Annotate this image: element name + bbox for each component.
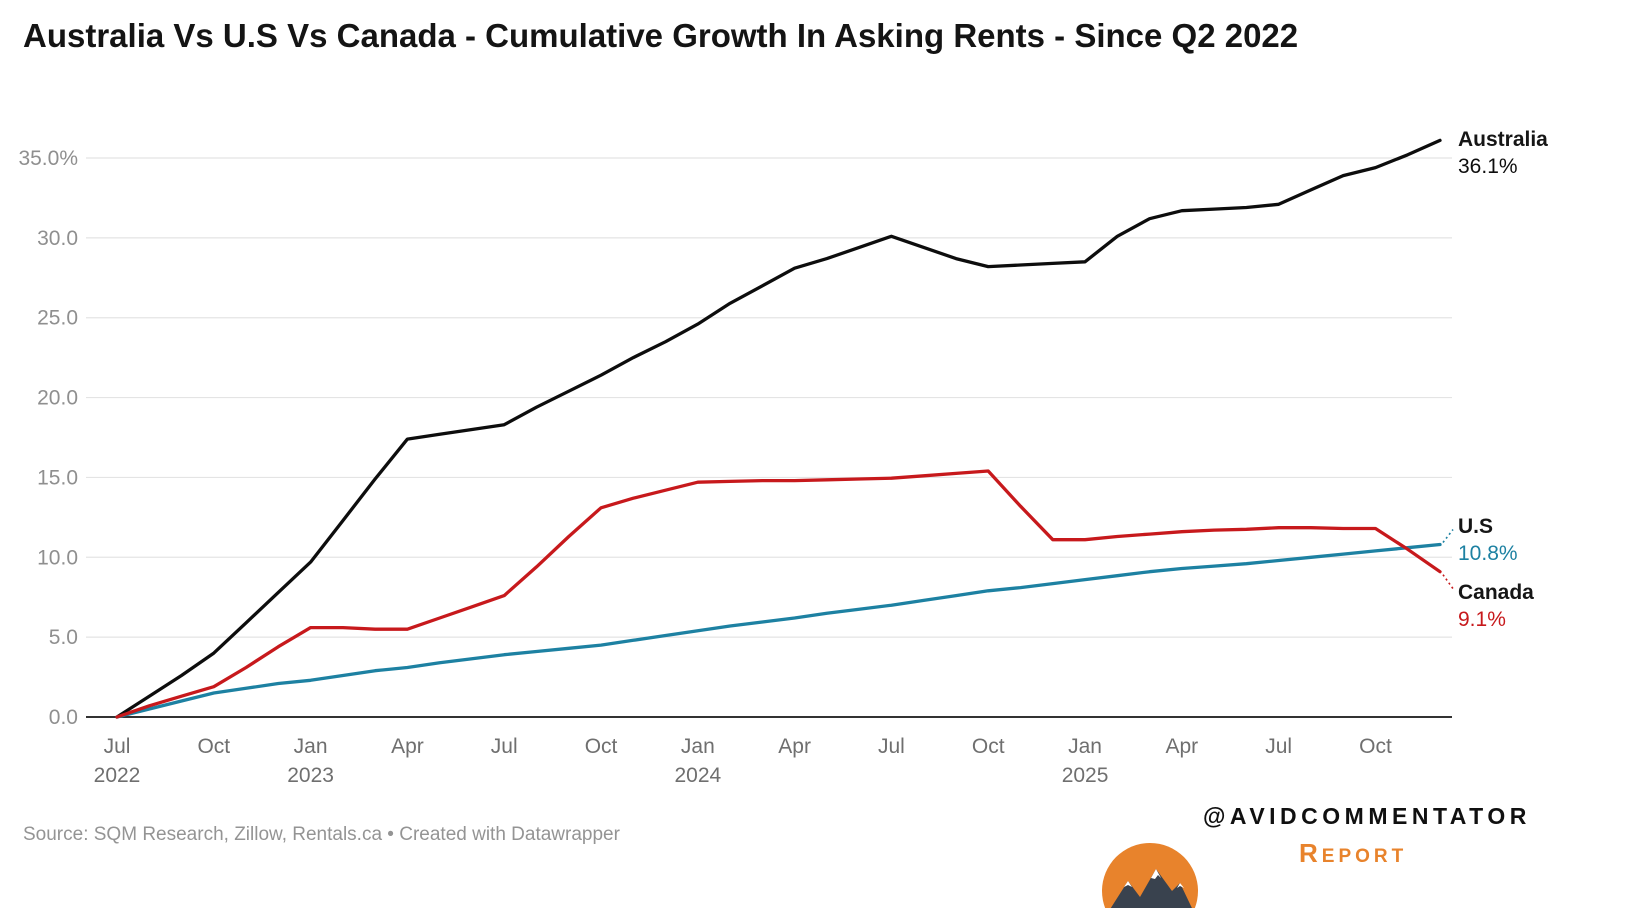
series-end-value-australia: 36.1% (1458, 155, 1518, 179)
svg-text:Jul: Jul (104, 735, 131, 758)
svg-text:10.0: 10.0 (37, 546, 78, 569)
svg-text:Oct: Oct (197, 735, 230, 758)
series-end-value-us: 10.8% (1458, 542, 1518, 566)
svg-text:2024: 2024 (674, 764, 721, 787)
svg-text:2025: 2025 (1062, 764, 1109, 787)
svg-text:Jul: Jul (878, 735, 905, 758)
svg-text:Apr: Apr (391, 735, 424, 758)
mountain-logo-icon (1102, 843, 1198, 908)
svg-text:Apr: Apr (1166, 735, 1199, 758)
svg-text:5.0: 5.0 (49, 626, 78, 649)
series-label-canada: Canada 9.1% (1458, 579, 1534, 634)
svg-text:Jan: Jan (294, 735, 328, 758)
series-label-australia: Australia 36.1% (1458, 126, 1548, 181)
series-name-us: U.S (1458, 515, 1494, 538)
series-label-us: U.S 10.8% (1458, 513, 1518, 568)
series-name-australia: Australia (1458, 128, 1548, 151)
svg-text:25.0: 25.0 (37, 307, 78, 330)
svg-text:Oct: Oct (972, 735, 1005, 758)
chart-title: Australia Vs U.S Vs Canada - Cumulative … (23, 17, 1299, 54)
svg-text:Jul: Jul (491, 735, 518, 758)
svg-text:Oct: Oct (1359, 735, 1392, 758)
svg-text:Jan: Jan (681, 735, 715, 758)
brand-report-rest: eport (1321, 846, 1408, 867)
source-note: Source: SQM Research, Zillow, Rentals.ca… (23, 824, 620, 845)
svg-text:Jan: Jan (1068, 735, 1102, 758)
series-end-value-canada: 9.1% (1458, 608, 1506, 632)
brand-report-initial: R (1299, 838, 1322, 868)
svg-text:15.0: 15.0 (37, 466, 78, 489)
svg-text:35.0%: 35.0% (18, 147, 78, 170)
svg-text:0.0: 0.0 (49, 706, 78, 729)
svg-text:2023: 2023 (287, 764, 334, 787)
series-name-canada: Canada (1458, 581, 1534, 604)
svg-text:Jul: Jul (1265, 735, 1292, 758)
svg-text:20.0: 20.0 (37, 387, 78, 410)
brand-handle: @AVIDCOMMENTATOR (1203, 803, 1531, 829)
svg-text:2022: 2022 (94, 764, 141, 787)
svg-text:Oct: Oct (585, 735, 618, 758)
svg-text:Apr: Apr (778, 735, 811, 758)
brand-report-label: Report (1299, 838, 1407, 869)
svg-text:30.0: 30.0 (37, 227, 78, 250)
